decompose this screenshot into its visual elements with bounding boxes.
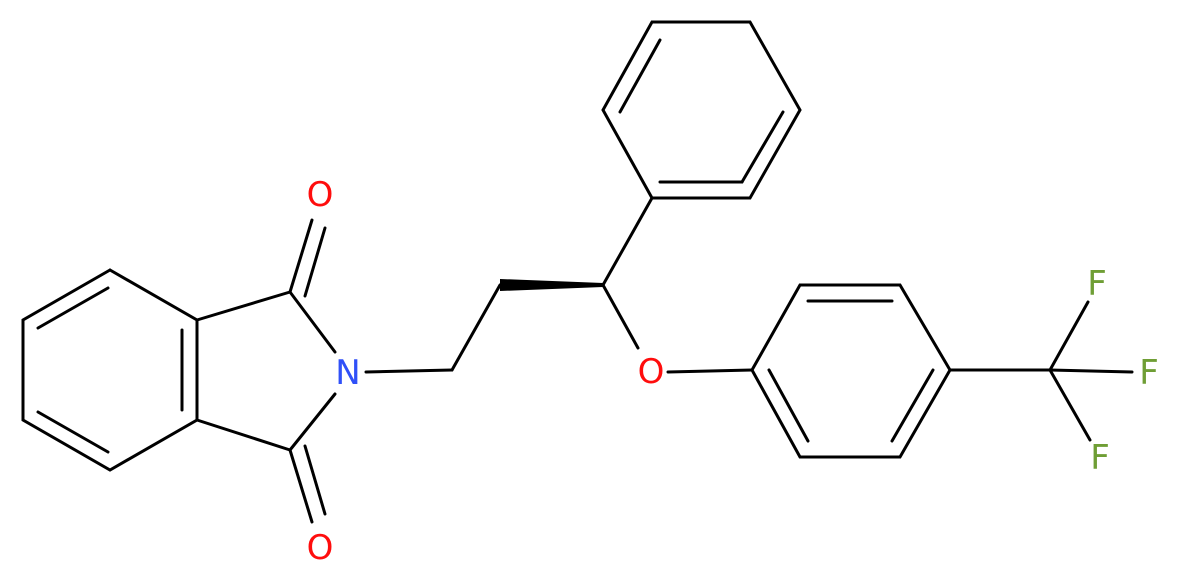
atom-label: F — [1087, 264, 1107, 304]
bond — [288, 392, 337, 452]
bond — [666, 368, 754, 374]
double-bond — [890, 368, 935, 443]
bond — [1048, 368, 1134, 374]
double-bond — [740, 110, 785, 184]
bond — [601, 283, 640, 350]
atom-label: O — [307, 528, 334, 568]
carbonyl-bond — [303, 444, 327, 516]
double-bond — [36, 410, 110, 454]
atom-label: F — [1139, 353, 1159, 393]
carbonyl-bond — [303, 226, 327, 298]
carbonyl-bond — [288, 218, 314, 294]
carbonyl-bond — [288, 448, 314, 524]
phenyl-ring — [601, 20, 802, 200]
atom-label: O — [638, 352, 665, 392]
bond — [450, 283, 502, 372]
atom-labels: O N O O F F F — [307, 175, 1159, 568]
bond — [195, 418, 292, 452]
bond — [195, 290, 292, 322]
atom-label: O — [307, 175, 334, 215]
bond — [364, 368, 454, 374]
double-bond — [767, 368, 810, 443]
bond — [288, 290, 337, 354]
benzene-ring — [21, 268, 199, 472]
bonds — [21, 20, 1134, 524]
double-bond — [618, 38, 662, 114]
atom-label: F — [1090, 438, 1110, 478]
bond — [601, 196, 654, 287]
aryl-ring — [750, 283, 952, 459]
bond — [1048, 368, 1092, 442]
bond — [1048, 300, 1090, 372]
wedge-bond — [500, 279, 603, 291]
double-bond — [36, 286, 110, 330]
atom-label: N — [335, 353, 360, 393]
